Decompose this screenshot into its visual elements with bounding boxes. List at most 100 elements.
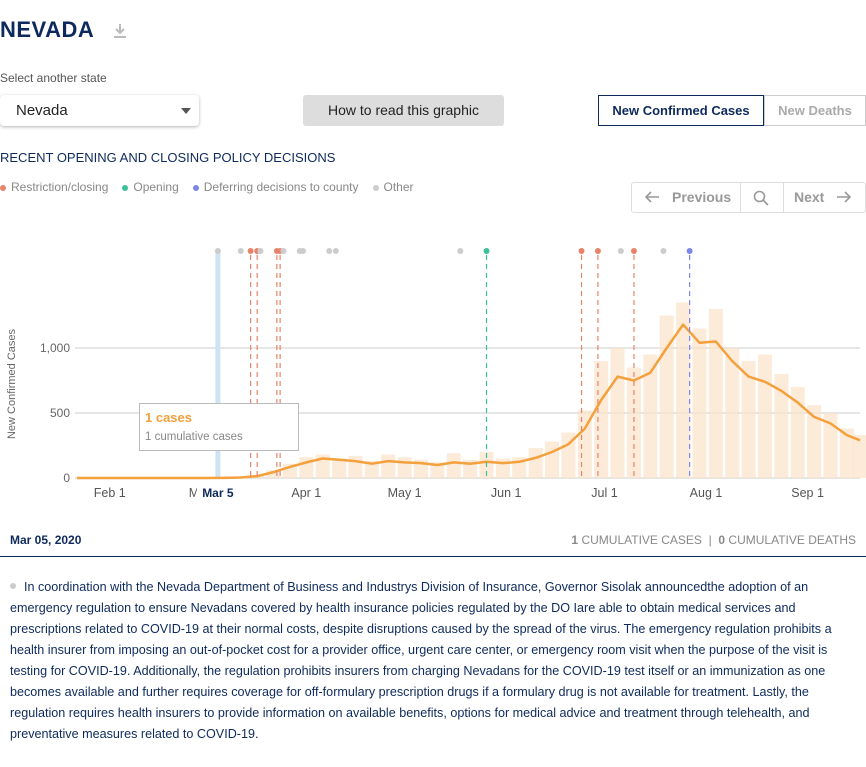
next-button[interactable]: Next (794, 183, 852, 212)
bar (430, 462, 445, 478)
section-title: RECENT OPENING AND CLOSING POLICY DECISI… (0, 150, 336, 165)
cases-label: CUMULATIVE CASES (581, 533, 702, 547)
x-tick-label: Aug 1 (690, 486, 723, 500)
deaths-count: 0 (718, 533, 726, 547)
bar (626, 367, 641, 478)
dropdown-caret (181, 108, 191, 114)
bar (643, 354, 658, 478)
bar (807, 405, 822, 478)
bar (381, 454, 396, 478)
selected-label-bg (196, 484, 235, 502)
bar (659, 315, 674, 478)
bar (364, 461, 379, 478)
bar (725, 348, 740, 478)
policy-dot (594, 248, 601, 254)
legend-label: Opening (133, 180, 179, 194)
policy-dot (300, 248, 307, 254)
bar (610, 348, 625, 478)
bar (348, 455, 363, 478)
policy-dot (617, 248, 624, 254)
bar (495, 458, 510, 478)
tooltip-title: 1 cases (145, 410, 192, 425)
bar (528, 448, 543, 478)
search-button[interactable] (740, 183, 784, 212)
tooltip-subtitle: 1 cumulative cases (145, 431, 243, 443)
bar (545, 441, 560, 478)
bar (774, 374, 789, 478)
policy-dot (630, 248, 637, 254)
selected-x-label: Mar 5 (202, 486, 234, 500)
policy-dot (457, 248, 464, 254)
deaths-label: CUMULATIVE DEATHS (728, 533, 856, 547)
policy-dot (280, 248, 287, 254)
policy-description: In coordination with the Nevada Departme… (10, 577, 856, 745)
bar (692, 328, 707, 478)
page-title: NEVADA (0, 17, 95, 42)
separator: | (708, 533, 712, 547)
policy-dot (332, 248, 339, 254)
x-tick-label: Feb 1 (94, 486, 126, 500)
policy-dot (483, 248, 490, 254)
policy-nav: Previous Next (631, 182, 866, 213)
bar (839, 428, 854, 478)
bar (757, 354, 772, 478)
bar (853, 435, 866, 478)
bar (594, 361, 609, 478)
arrow-icon (837, 191, 852, 203)
policy-dot (578, 248, 585, 254)
x-tick-label: Jun 1 (491, 486, 522, 500)
y-tick-label: 0 (63, 471, 70, 485)
download-icon[interactable] (112, 22, 128, 40)
legend-dot (122, 184, 129, 191)
x-tick-label: May 1 (388, 486, 422, 500)
previous-button[interactable]: Previous (644, 183, 740, 212)
y-tick-label: 1,000 (40, 341, 70, 355)
arrow-icon (644, 191, 659, 203)
bar (676, 302, 691, 478)
previous-label: Previous (672, 189, 732, 205)
policy-dot (247, 248, 254, 254)
legend-item: Deferring decisions to county (192, 180, 359, 194)
tooltip: 1 cases 1 cumulative cases (139, 403, 299, 451)
x-tick-label: Sep 1 (791, 486, 824, 500)
legend-dot (192, 184, 199, 191)
legend-dot (0, 184, 6, 191)
policy-dot (326, 248, 333, 254)
x-tick-label: Apr 1 (291, 486, 321, 500)
legend-item: Opening (122, 180, 179, 194)
bar (741, 361, 756, 478)
bar (561, 432, 576, 478)
bar (397, 457, 412, 478)
x-tick-label: Jul 1 (591, 486, 617, 500)
legend-dot (372, 184, 379, 191)
bar (790, 387, 805, 478)
selected-day (215, 251, 221, 478)
policy-text: In coordination with the Nevada Departme… (10, 580, 832, 741)
state-dropdown[interactable]: Nevada (0, 95, 199, 126)
bar (823, 413, 838, 478)
cases-count: 1 (571, 533, 579, 547)
help-button[interactable]: How to read this graphic (303, 95, 504, 126)
selected-date: Mar 05, 2020 (10, 533, 82, 547)
dropdown-value: Nevada (16, 102, 68, 119)
tab[interactable]: New Confirmed Cases (598, 95, 764, 126)
next-label: Next (794, 189, 825, 205)
legend-item: Restriction/closing (0, 180, 108, 194)
policy-dot (214, 248, 221, 254)
policy-dot (686, 248, 693, 254)
legend-label: Other (383, 180, 414, 194)
y-axis-label: New Confirmed Cases (6, 328, 18, 439)
bar (332, 458, 347, 478)
search-icon (753, 190, 769, 206)
policy-dot (257, 248, 264, 254)
date-bar: Mar 05, 2020 1 CUMULATIVE CASES | 0 CUMU… (0, 524, 866, 557)
bar (266, 470, 281, 478)
y-tick-label: 500 (50, 406, 70, 420)
legend: Restriction/closing Opening Deferring deci… (0, 180, 414, 194)
bar (708, 309, 723, 478)
line (77, 323, 861, 480)
policy-dot (237, 248, 244, 254)
bullet (10, 583, 16, 589)
